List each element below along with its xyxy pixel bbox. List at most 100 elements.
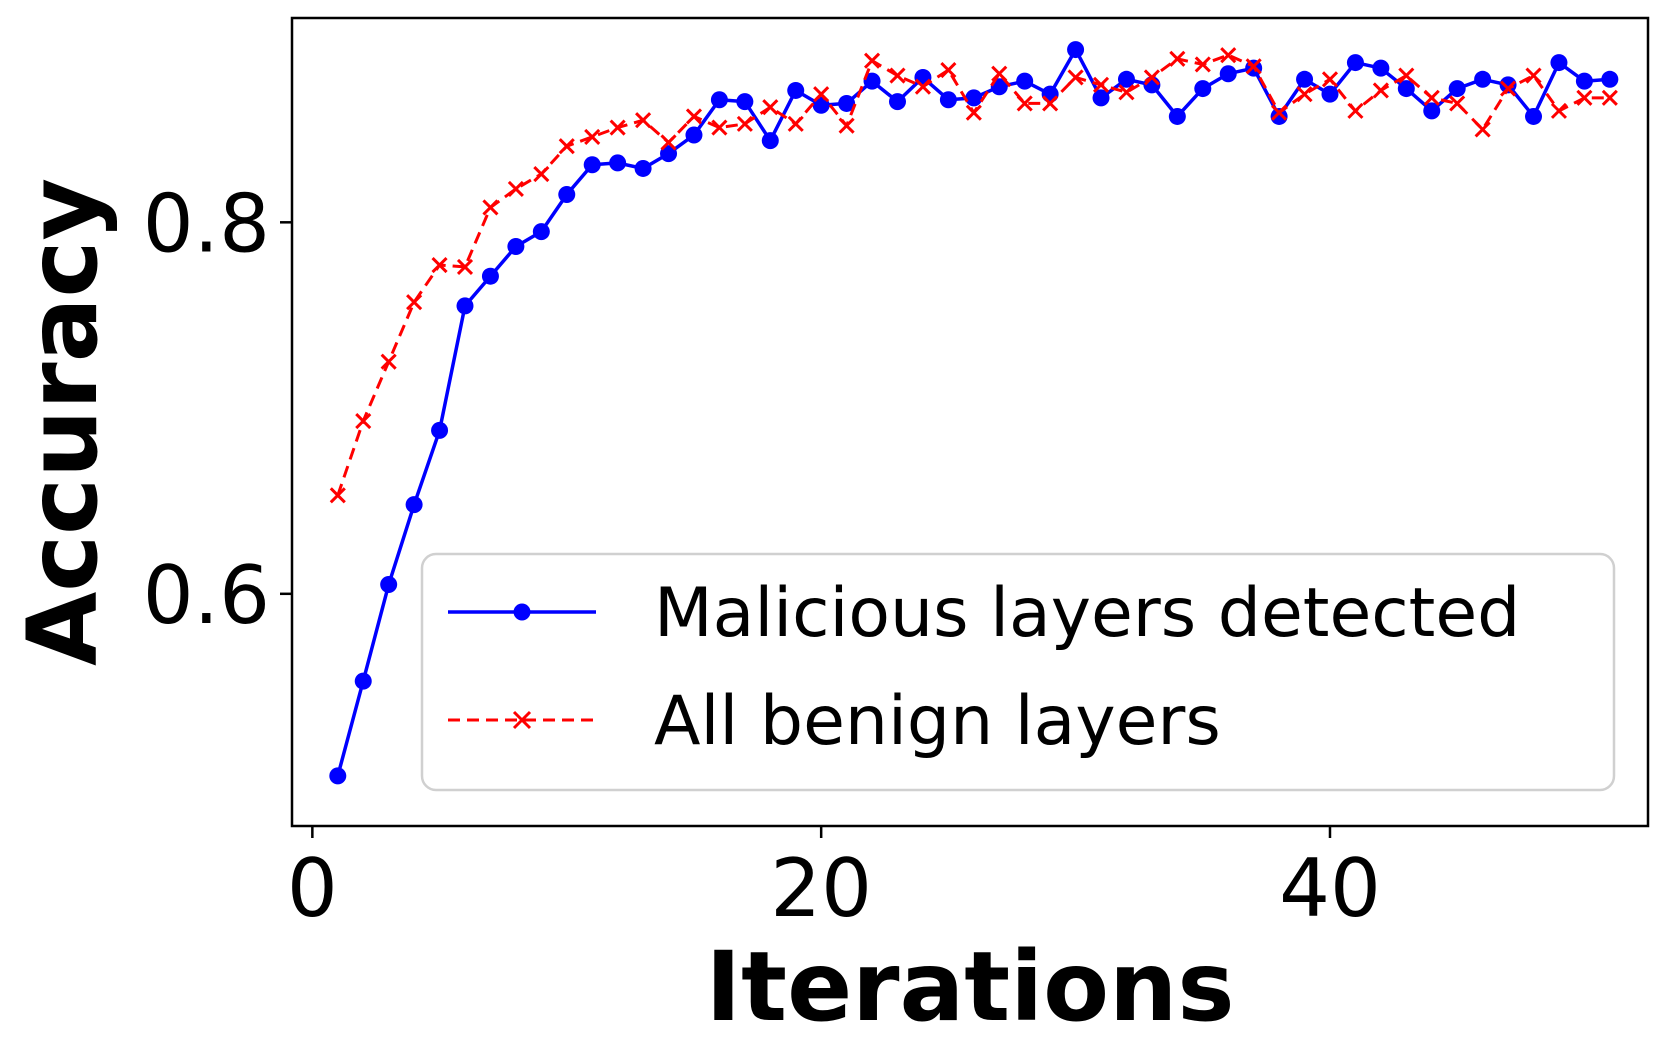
data-point-malicious: [1219, 65, 1237, 83]
data-point-benign: [329, 487, 346, 504]
x-tick-label: 20: [770, 842, 872, 935]
data-point-malicious: [507, 237, 525, 255]
data-point-benign: [1601, 89, 1618, 106]
legend-label-benign: All benign layers: [654, 682, 1221, 761]
data-point-benign: [456, 258, 474, 275]
data-point-benign: [1169, 50, 1186, 67]
data-point-benign: [762, 99, 779, 116]
data-point-malicious: [1092, 89, 1110, 107]
data-point-benign: [1398, 67, 1415, 84]
data-point-benign: [1525, 67, 1542, 84]
data-point-benign: [711, 119, 728, 136]
data-point-malicious: [1525, 107, 1543, 125]
legend: Malicious layers detected All benign lay…: [420, 552, 1616, 792]
data-point-malicious: [583, 156, 601, 174]
data-point-malicious: [1474, 70, 1492, 88]
data-point-benign: [1500, 80, 1517, 97]
data-point-benign: [1423, 89, 1440, 106]
data-point-benign: [787, 115, 804, 132]
data-point-benign: [1296, 86, 1313, 103]
data-point-benign: [380, 353, 397, 370]
y-tick-label: 0.6: [143, 549, 270, 642]
data-point-malicious: [329, 767, 347, 785]
x-tick-label: 40: [1279, 842, 1381, 935]
data-point-benign: [533, 165, 550, 183]
data-point-malicious: [1296, 70, 1314, 88]
data-point-benign: [635, 112, 652, 129]
data-point-malicious: [532, 223, 550, 241]
data-point-malicious: [838, 94, 856, 112]
data-point-malicious: [1168, 107, 1186, 125]
data-point-malicious: [1041, 85, 1059, 103]
data-point-benign: [940, 61, 957, 79]
data-point-malicious: [965, 89, 983, 107]
series-line-benign: [336, 53, 1610, 496]
data-point-malicious: [939, 91, 957, 109]
legend-box: [420, 552, 1616, 792]
data-point-malicious: [1117, 70, 1135, 88]
data-point-benign: [1143, 69, 1160, 86]
ticks-layer: 0 20 40 0.6 0.8: [143, 177, 1381, 935]
data-point-malicious: [1016, 72, 1034, 90]
data-point-benign: [1042, 95, 1059, 112]
data-point-benign: [660, 134, 677, 151]
legend-marker-malicious: [513, 603, 531, 621]
data-point-benign: [1474, 121, 1491, 138]
data-point-malicious: [863, 72, 881, 90]
data-point-benign: [1449, 95, 1466, 112]
data-point-benign: [1092, 76, 1110, 93]
data-point-benign: [1347, 102, 1364, 119]
data-point-benign: [1321, 71, 1339, 88]
data-point-malicious: [1270, 107, 1288, 125]
series-layer: [329, 41, 1619, 785]
data-point-benign: [685, 108, 703, 125]
data-point-malicious: [787, 81, 805, 99]
data-point-malicious: [1321, 85, 1339, 103]
legend-label-malicious: Malicious layers detected: [654, 574, 1520, 653]
data-point-malicious: [1423, 102, 1441, 120]
data-point-malicious: [380, 576, 398, 594]
data-point-malicious: [1499, 76, 1517, 94]
data-point-benign: [558, 138, 575, 155]
data-point-malicious: [736, 93, 754, 111]
data-point-benign: [889, 67, 906, 84]
data-point-benign: [507, 180, 524, 197]
data-point-benign: [1271, 104, 1288, 121]
y-axis-title: Accuracy: [7, 178, 119, 666]
data-point-benign: [1067, 69, 1084, 86]
data-point-benign: [355, 413, 372, 430]
data-point-malicious: [609, 154, 627, 172]
data-point-benign: [1118, 84, 1135, 101]
data-point-malicious: [456, 297, 474, 315]
data-point-benign: [431, 256, 448, 274]
data-point-malicious: [1448, 80, 1466, 98]
data-point-malicious: [660, 145, 678, 163]
data-point-malicious: [1067, 41, 1085, 59]
data-point-benign: [1194, 56, 1211, 73]
data-point-benign: [914, 78, 931, 95]
data-point-malicious: [558, 185, 576, 203]
data-point-benign: [1245, 58, 1262, 75]
data-point-benign: [813, 86, 830, 103]
data-point-benign: [991, 65, 1008, 82]
data-point-benign: [584, 128, 601, 145]
data-point-malicious: [1346, 54, 1364, 72]
data-point-malicious: [1550, 54, 1568, 72]
data-point-benign: [1550, 102, 1568, 119]
data-point-benign: [482, 199, 499, 216]
data-point-benign: [406, 294, 423, 311]
data-point-malicious: [1575, 72, 1593, 90]
data-point-benign: [838, 117, 855, 134]
x-tick-label: 0: [287, 842, 338, 935]
y-tick-label: 0.8: [143, 177, 270, 270]
data-point-malicious: [1194, 80, 1212, 98]
data-point-malicious: [431, 421, 449, 439]
data-point-malicious: [1601, 70, 1619, 88]
data-point-benign: [609, 119, 626, 136]
legend-marker-benign: [512, 710, 532, 730]
data-point-malicious: [685, 126, 703, 144]
data-point-benign: [1220, 47, 1237, 64]
data-point-malicious: [888, 93, 906, 111]
data-point-benign: [965, 104, 982, 121]
